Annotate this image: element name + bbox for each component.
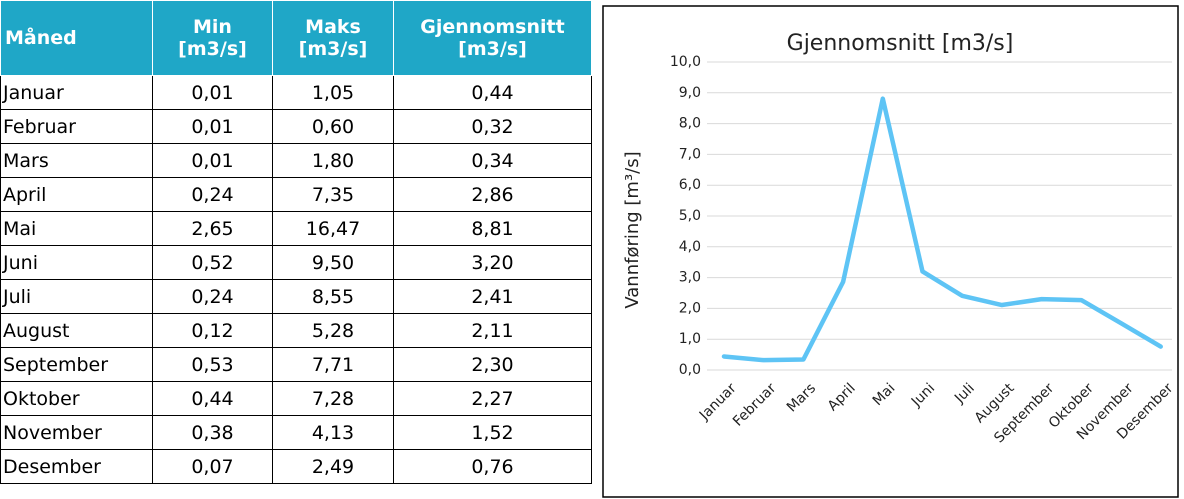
y-tick-label: 6,0: [679, 177, 701, 193]
chart-title: Gjennomsnitt [m3/s]: [787, 31, 1014, 56]
y-tick-label: 10,0: [670, 54, 701, 70]
y-tick-label: 3,0: [679, 270, 701, 286]
table-row: April 0,24 7,35 2,86: [0, 177, 592, 212]
table-cell: 0,60: [272, 109, 394, 144]
header-cell: Maks [m3/s]: [272, 0, 394, 76]
table-cell: 0,76: [393, 449, 592, 484]
table-cell: 2,27: [393, 381, 592, 416]
header-text: Min: [193, 16, 232, 38]
table-cell: 0,01: [152, 143, 273, 178]
table-cell: 3,20: [393, 245, 592, 280]
table-cell: April: [0, 177, 153, 212]
table-cell: 0,01: [152, 75, 273, 110]
table-cell: 0,38: [152, 415, 273, 450]
data-line: [721, 96, 1163, 363]
table-cell: Mars: [0, 143, 153, 178]
header-cell: Min [m3/s]: [152, 0, 273, 76]
table-cell: 0,52: [152, 245, 273, 280]
table-row: Juli 0,24 8,55 2,41: [0, 279, 592, 314]
table-cell: 2,65: [152, 211, 273, 246]
chart: Gjennomsnitt [m3/s] Vannføring [m³/s] 0,…: [602, 5, 1179, 498]
table-cell: 2,11: [393, 313, 592, 348]
header-row: Måned Min [m3/s] Maks [m3/s] Gjennomsnitt [m3/…: [0, 0, 592, 76]
table-cell: 0,24: [152, 279, 273, 314]
table-body: Januar 0,01 1,05 0,44 Februar 0,01 0,60 0,32 Mar…: [0, 75, 592, 484]
table-row: Mars 0,01 1,80 0,34: [0, 143, 592, 178]
table-cell: 7,28: [272, 381, 394, 416]
table-cell: 9,50: [272, 245, 394, 280]
table-cell: Oktober: [0, 381, 153, 416]
header-cell: Måned: [0, 0, 153, 76]
table-cell: 2,41: [393, 279, 592, 314]
table-cell: 16,47: [272, 211, 394, 246]
y-tick-label: 5,0: [679, 208, 701, 224]
table-cell: 0,07: [152, 449, 273, 484]
table-cell: 7,71: [272, 347, 394, 382]
table-cell: Januar: [0, 75, 153, 110]
table-cell: 0,44: [393, 75, 592, 110]
table-cell: 0,34: [393, 143, 592, 178]
header-text: [m3/s]: [458, 38, 527, 60]
table-row: Februar 0,01 0,60 0,32: [0, 109, 592, 144]
header-text: [m3/s]: [178, 38, 247, 60]
table-cell: 2,86: [393, 177, 592, 212]
y-axis-label: Vannføring [m³/s]: [622, 151, 643, 308]
table-cell: Juni: [0, 245, 153, 280]
table-cell: Desember: [0, 449, 153, 484]
table-cell: 0,01: [152, 109, 273, 144]
header-cell: Gjennomsnitt [m3/s]: [393, 0, 592, 76]
table-cell: 5,28: [272, 313, 394, 348]
table-cell: 0,24: [152, 177, 273, 212]
table-cell: Mai: [0, 211, 153, 246]
chart-frame: [602, 5, 1179, 498]
table-row: September 0,53 7,71 2,30: [0, 347, 592, 382]
table-cell: Februar: [0, 109, 153, 144]
table-cell: September: [0, 347, 153, 382]
table-cell: November: [0, 415, 153, 450]
table-cell: Juli: [0, 279, 153, 314]
table-cell: 1,52: [393, 415, 592, 450]
table-cell: 1,80: [272, 143, 394, 178]
table-cell: 0,12: [152, 313, 273, 348]
table-row: November 0,38 4,13 1,52: [0, 415, 592, 450]
y-tick-label: 9,0: [679, 85, 701, 101]
table-row: Desember 0,07 2,49 0,76: [0, 449, 592, 484]
table-cell: 2,49: [272, 449, 394, 484]
table-cell: 8,55: [272, 279, 394, 314]
table-cell: 0,53: [152, 347, 273, 382]
y-tick-label: 4,0: [679, 239, 701, 255]
table-row: August 0,12 5,28 2,11: [0, 313, 592, 348]
table-cell: 1,05: [272, 75, 394, 110]
y-tick-label: 2,0: [679, 300, 701, 316]
header-text: [m3/s]: [298, 38, 368, 60]
y-tick-label: 0,0: [679, 362, 701, 378]
table-row: Juni 0,52 9,50 3,20: [0, 245, 592, 280]
table-cell: 8,81: [393, 211, 592, 246]
table-row: Januar 0,01 1,05 0,44: [0, 75, 592, 110]
header-text: Gjennomsnitt: [420, 16, 565, 38]
y-tick-label: 1,0: [679, 331, 701, 347]
data-table: Måned Min [m3/s] Maks [m3/s] Gjennomsnitt [m3/…: [0, 0, 592, 484]
y-tick-label: 8,0: [679, 116, 701, 132]
table-cell: 4,13: [272, 415, 394, 450]
table-cell: 0,32: [393, 109, 592, 144]
table-cell: 2,30: [393, 347, 592, 382]
table-cell: 7,35: [272, 177, 394, 212]
header-text: Maks: [305, 16, 361, 38]
table-cell: August: [0, 313, 153, 348]
header-text: Måned: [5, 27, 77, 49]
table-cell: 0,44: [152, 381, 273, 416]
table-row: Oktober 0,44 7,28 2,27: [0, 381, 592, 416]
table-row: Mai 2,65 16,47 8,81: [0, 211, 592, 246]
y-tick-label: 7,0: [679, 146, 701, 162]
